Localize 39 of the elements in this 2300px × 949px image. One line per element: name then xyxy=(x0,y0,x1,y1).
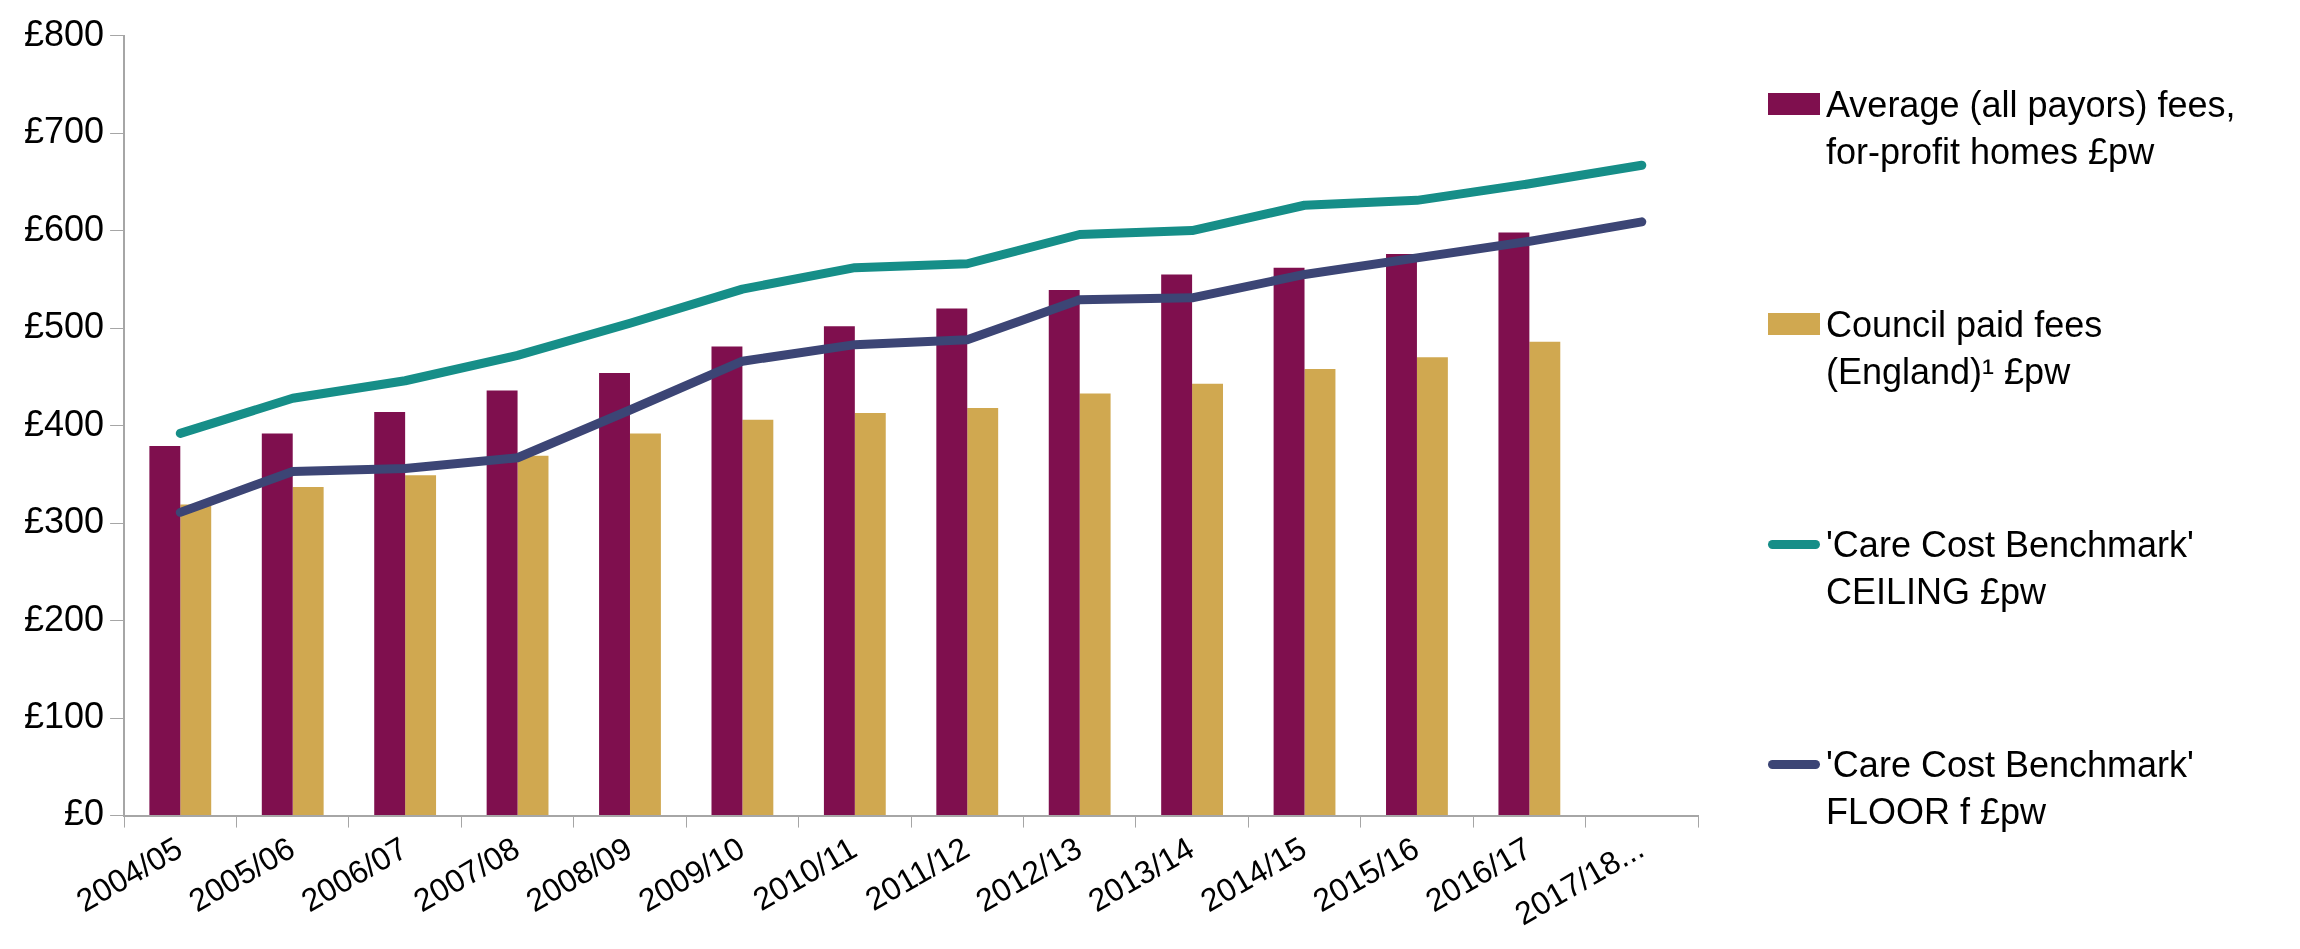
bar xyxy=(517,455,549,816)
bar xyxy=(261,433,293,816)
bar xyxy=(1386,253,1417,816)
y-tick-label: £800 xyxy=(23,12,105,54)
legend-label: 'Care Cost Benchmark' FLOOR f £pw xyxy=(1826,743,2195,834)
y-tick-label: £500 xyxy=(23,305,105,347)
bar xyxy=(1416,357,1448,816)
bar xyxy=(742,419,774,816)
bar xyxy=(1273,267,1305,816)
bar xyxy=(1304,369,1336,816)
bar xyxy=(1079,393,1111,816)
legend-label: Average (all payors) fees, for-profit homes £pw xyxy=(1826,83,2237,174)
y-tick-label: £400 xyxy=(23,402,105,444)
bar xyxy=(629,433,661,816)
bar xyxy=(599,372,630,816)
bar xyxy=(1529,341,1561,816)
bar xyxy=(1161,274,1193,816)
legend-label: 'Care Cost Benchmark' CEILING £pw xyxy=(1826,523,2195,614)
bar xyxy=(823,326,855,816)
bar xyxy=(1048,290,1080,816)
bar xyxy=(292,487,324,816)
y-tick-label: £600 xyxy=(23,207,105,249)
y-tick-label: £100 xyxy=(23,695,105,736)
bar xyxy=(405,475,437,816)
bar xyxy=(374,411,406,816)
bar xyxy=(180,504,212,816)
bar xyxy=(711,346,743,816)
bar xyxy=(936,308,968,816)
bar xyxy=(967,408,999,816)
bar xyxy=(1192,383,1224,816)
bar xyxy=(486,390,518,816)
y-tick-label: £0 xyxy=(64,792,105,834)
y-tick-label: £200 xyxy=(23,597,105,639)
legend-label: Council paid fees (England)¹ £pw xyxy=(1826,303,2104,394)
bar xyxy=(1498,232,1530,816)
y-tick-label: £300 xyxy=(23,500,105,541)
y-tick-label: £700 xyxy=(23,110,105,152)
bar xyxy=(854,412,886,816)
bar xyxy=(149,446,181,816)
